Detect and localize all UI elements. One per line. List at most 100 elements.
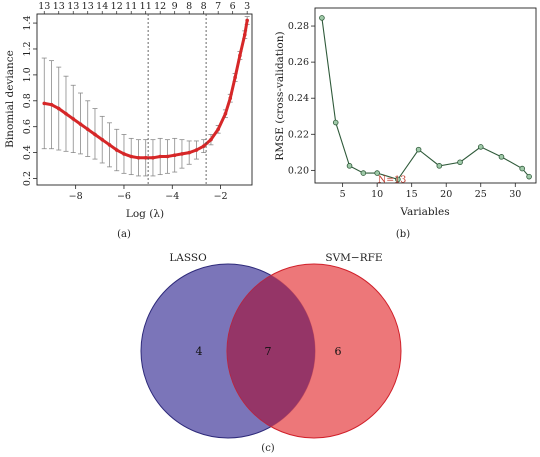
y-tick-label: 0.28 — [288, 21, 309, 32]
lasso-deviance-chart: −8 −6 −4 −2 0.20.40.60.81.01.21.4 13 13 13 13 1… — [4, 1, 253, 240]
rmse-point — [498, 154, 505, 160]
rmse-points-b — [319, 15, 532, 183]
deviance-point — [56, 106, 61, 111]
deviance-point — [242, 32, 247, 37]
rmse-line-b — [321, 17, 530, 181]
top-axis-label: 7 — [215, 1, 221, 12]
x-tick-label: 5 — [340, 189, 346, 200]
deviance-point — [238, 53, 242, 58]
deviance-point — [180, 152, 184, 156]
deviance-point — [42, 101, 47, 106]
venn-count-intersection: 7 — [265, 345, 272, 358]
venn-label-svm-rfe: SVM−RFE — [325, 252, 382, 264]
venn-label-lasso: LASSO — [169, 252, 207, 264]
optimal-n-annotation: N=13 — [378, 174, 406, 185]
deviance-point — [228, 96, 233, 101]
venn-count-lasso-only: 4 — [196, 345, 203, 358]
deviance-point — [209, 137, 213, 142]
plot-frame-b — [314, 7, 537, 184]
top-axis-label: 11 — [140, 1, 152, 12]
rmse-point — [436, 163, 443, 169]
deviance-point — [129, 154, 134, 159]
x-tick-label: −4 — [165, 191, 179, 202]
x-tick-label: 20 — [440, 189, 452, 200]
y-tick-label: 1.4 — [22, 16, 33, 31]
y-tick-label: 0.4 — [22, 145, 33, 160]
deviance-point — [172, 153, 177, 158]
top-axis-labels-a: 13 13 13 13 14 12 11 11 12 9 8 8 7 6 3 — [38, 1, 250, 14]
x-axis-label-a: Log (λ) — [126, 208, 164, 220]
deviance-point — [85, 127, 90, 132]
deviance-point — [93, 132, 97, 137]
deviance-point — [216, 127, 220, 132]
deviance-point — [165, 154, 170, 159]
deviance-point — [122, 152, 126, 156]
plot-frame-a — [36, 13, 253, 186]
top-axis-label: 8 — [186, 1, 192, 12]
deviance-point — [151, 155, 155, 160]
top-axis-label: 8 — [201, 1, 207, 12]
rmse-point — [374, 170, 380, 176]
rmse-point — [526, 173, 532, 180]
y-tick-label: 0.2 — [22, 171, 33, 186]
rmse-point — [360, 170, 367, 176]
deviance-point — [143, 155, 148, 160]
y-ticks-a: 0.2 0.4 0.6 0.8 1.0 1.2 1.4 — [22, 16, 37, 186]
venn-intersection — [227, 275, 315, 427]
svm-rfe-rmse-chart: 5 10 15 20 25 30 0.20 0.22 0.24 0.26 0.28 N=13 Va… — [274, 7, 537, 240]
deviance-point — [233, 75, 237, 80]
deviance-point — [158, 154, 163, 159]
deviance-points-a — [42, 18, 249, 160]
top-axis-label: 13 — [53, 1, 65, 12]
rmse-point — [457, 159, 463, 166]
venn-count-svm-rfe-only: 6 — [335, 345, 342, 358]
top-axis-label: 12 — [154, 1, 166, 12]
deviance-point — [187, 150, 191, 155]
x-ticks-a: −8 −6 −4 −2 — [69, 185, 228, 202]
rmse-point — [319, 15, 325, 21]
x-tick-label: −8 — [69, 191, 83, 202]
top-axis-label: 13 — [67, 1, 79, 12]
x-tick-label: 10 — [371, 189, 383, 200]
top-axis-label: 12 — [111, 1, 123, 12]
deviance-point — [107, 143, 112, 147]
top-axis-label: 3 — [244, 1, 250, 12]
deviance-point — [78, 122, 83, 126]
x-tick-label: −6 — [117, 191, 131, 202]
deviance-point — [64, 111, 68, 116]
y-tick-label: 0.24 — [288, 93, 309, 104]
top-axis-label: 13 — [38, 1, 50, 12]
panel-label-a: (a) — [117, 229, 131, 240]
y-tick-label: 0.6 — [22, 119, 33, 134]
y-tick-label: 1.2 — [22, 41, 33, 56]
x-tick-label: 15 — [406, 189, 418, 200]
deviance-point — [136, 155, 141, 160]
y-tick-label: 0.26 — [288, 57, 309, 68]
y-tick-label: 1.0 — [22, 67, 33, 82]
top-axis-label: 14 — [96, 1, 108, 12]
top-axis-label: 11 — [125, 1, 137, 12]
rmse-point — [477, 144, 484, 150]
rmse-point — [415, 146, 422, 153]
top-axis-label: 9 — [172, 1, 178, 12]
deviance-point — [114, 148, 119, 152]
top-axis-label: 13 — [82, 1, 94, 12]
x-tick-label: 30 — [509, 189, 521, 200]
y-tick-label: 0.8 — [22, 93, 33, 108]
deviance-point — [100, 137, 105, 142]
deviance-point — [223, 111, 228, 116]
deviance-point — [71, 117, 76, 121]
error-bars-a — [41, 16, 250, 177]
x-tick-label: −2 — [214, 191, 228, 202]
y-ticks-b: 0.20 0.22 0.24 0.26 0.28 — [288, 21, 315, 176]
deviance-point — [49, 102, 54, 107]
x-axis-label-b: Variables — [399, 206, 449, 218]
panel-label-c: (c) — [261, 443, 275, 454]
deviance-curve — [43, 20, 249, 160]
rmse-point — [346, 163, 353, 169]
x-ticks-b: 5 10 15 20 25 30 — [340, 183, 521, 200]
deviance-point — [201, 144, 206, 148]
y-tick-label: 0.20 — [288, 165, 309, 176]
rmse-point — [519, 165, 525, 172]
